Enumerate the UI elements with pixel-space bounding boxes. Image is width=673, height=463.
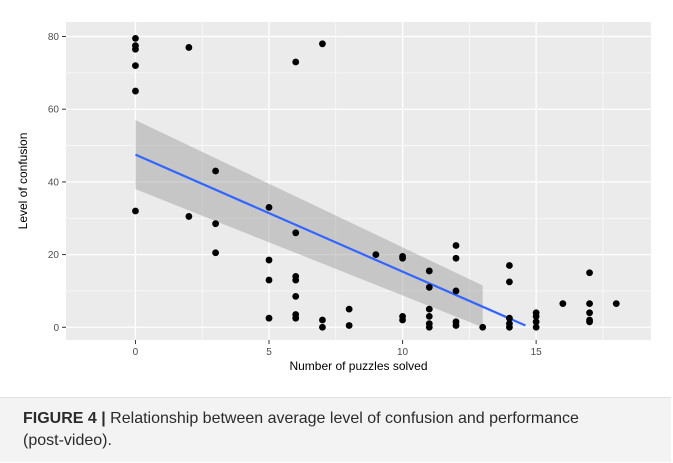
y-tick-label: 0 <box>53 323 59 334</box>
data-point <box>452 242 460 249</box>
y-tick-label: 40 <box>48 177 60 188</box>
data-point <box>265 276 273 284</box>
grid-lines <box>66 22 651 340</box>
figure-label: FIGURE 4 <box>23 410 97 427</box>
data-point <box>399 316 406 324</box>
data-point <box>452 254 460 262</box>
data-point <box>319 323 326 331</box>
y-axis-label: Level of confusion <box>16 133 30 230</box>
figure-caption: FIGURE 4 | Relationship between average … <box>23 408 623 452</box>
data-point <box>132 62 139 70</box>
data-point <box>292 58 300 66</box>
data-point <box>345 322 353 329</box>
caption-text: Relationship between average level of co… <box>23 410 579 449</box>
chart: 0 5 10 15 0 20 40 60 80 Number of puzzles solved… <box>16 22 651 373</box>
data-point <box>506 262 513 269</box>
x-tick-label: 15 <box>531 347 543 358</box>
data-point <box>559 300 567 308</box>
axis-ticks: 0 5 10 15 0 20 40 60 80 <box>48 32 542 358</box>
data-point <box>586 318 593 326</box>
data-point <box>506 314 513 322</box>
data-point <box>292 229 300 237</box>
data-point <box>265 314 273 322</box>
data-point <box>265 256 273 264</box>
x-tick-label: 10 <box>397 347 409 358</box>
data-point <box>532 318 540 326</box>
data-point <box>506 323 513 331</box>
data-point <box>212 167 219 175</box>
y-tick-label: 80 <box>48 32 60 43</box>
x-axis-label: Number of puzzles solved <box>289 359 427 373</box>
data-point <box>506 278 513 286</box>
data-point <box>425 305 433 313</box>
data-point <box>425 312 433 320</box>
data-point <box>532 312 540 320</box>
confidence-band <box>135 120 483 328</box>
data-point <box>586 309 593 317</box>
data-point <box>292 276 300 284</box>
scatter-points <box>132 34 620 331</box>
data-point <box>212 220 219 228</box>
x-tick-label: 0 <box>133 347 139 358</box>
regression-line <box>135 153 526 327</box>
data-point <box>212 249 219 257</box>
data-point <box>132 87 139 95</box>
data-point <box>132 45 139 53</box>
data-point <box>132 207 139 215</box>
data-point <box>586 300 593 308</box>
data-point <box>425 267 433 275</box>
data-point <box>425 283 433 291</box>
data-point <box>479 323 487 331</box>
data-point <box>132 34 139 42</box>
data-point <box>452 287 460 295</box>
data-point <box>586 269 593 277</box>
plot-panel <box>66 22 651 340</box>
data-point <box>345 305 353 313</box>
data-point <box>185 213 193 220</box>
figure-separator: | <box>101 410 106 427</box>
y-tick-label: 60 <box>48 105 60 116</box>
x-tick-label: 5 <box>266 347 272 358</box>
data-point <box>399 254 406 262</box>
data-point <box>319 316 326 324</box>
data-point <box>319 40 326 48</box>
caption-box: FIGURE 4 | Relationship between average … <box>0 397 671 462</box>
y-tick-label: 20 <box>48 250 60 261</box>
data-point <box>292 292 300 300</box>
data-point <box>425 323 433 331</box>
data-point <box>265 203 273 211</box>
data-point <box>452 322 460 329</box>
data-point <box>532 323 540 331</box>
data-point <box>612 300 620 308</box>
data-point <box>292 314 300 322</box>
data-point <box>372 251 380 258</box>
data-point <box>185 44 193 51</box>
